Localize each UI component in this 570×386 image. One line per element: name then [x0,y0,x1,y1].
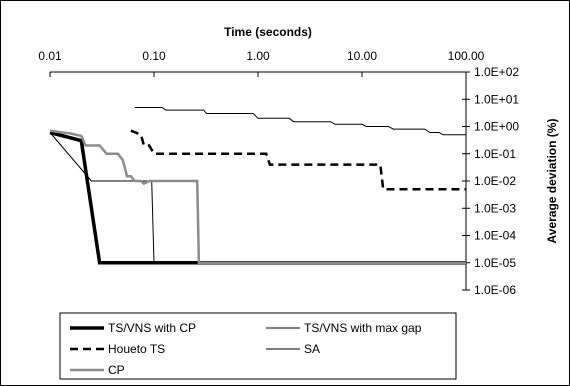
legend: TS/VNS with CP TS/VNS with max gap Houeto … [59,312,457,380]
y-tick-label: 1.0E-01 [474,147,516,161]
y-tick-label: 1.0E-02 [474,174,516,188]
y-tick-label: 1.0E+02 [474,65,519,79]
y-tick-label: 1.0E-06 [474,283,516,297]
x-tick-label: 10.00 [347,49,377,63]
series-line-5 [49,129,466,265]
axes-group: 0.01 0.10 1.00 10.00 100.00 1.0E+02 1.0E+01 1.0… [38,49,519,297]
y-tick-label: 1.0E+00 [474,120,519,134]
chart-title: Time (seconds) [224,25,312,39]
x-tick-label: 0.10 [142,49,166,63]
x-tick-label: 1.00 [246,49,270,63]
legend-label-4: SA [304,342,320,356]
legend-box [59,312,457,380]
y-tick-label: 1.0E-03 [474,201,516,215]
x-tick-label: 100.00 [448,49,485,63]
series-group [49,107,466,265]
legend-label-1: TS/VNS with CP [108,321,196,335]
y-tick-label: 1.0E-05 [474,256,516,270]
legend-label-2: TS/VNS with max gap [304,321,422,335]
y-tick-label: 1.0E+01 [474,92,519,106]
series-line-4 [134,107,466,136]
y-axis-label: Average deviation (%) [545,119,559,244]
x-tick-label: 0.01 [38,49,62,63]
y-tick-label: 1.0E-04 [474,229,516,243]
legend-label-3: Houeto TS [108,342,165,356]
legend-label-5: CP [108,363,125,377]
series-line-3 [130,129,466,191]
